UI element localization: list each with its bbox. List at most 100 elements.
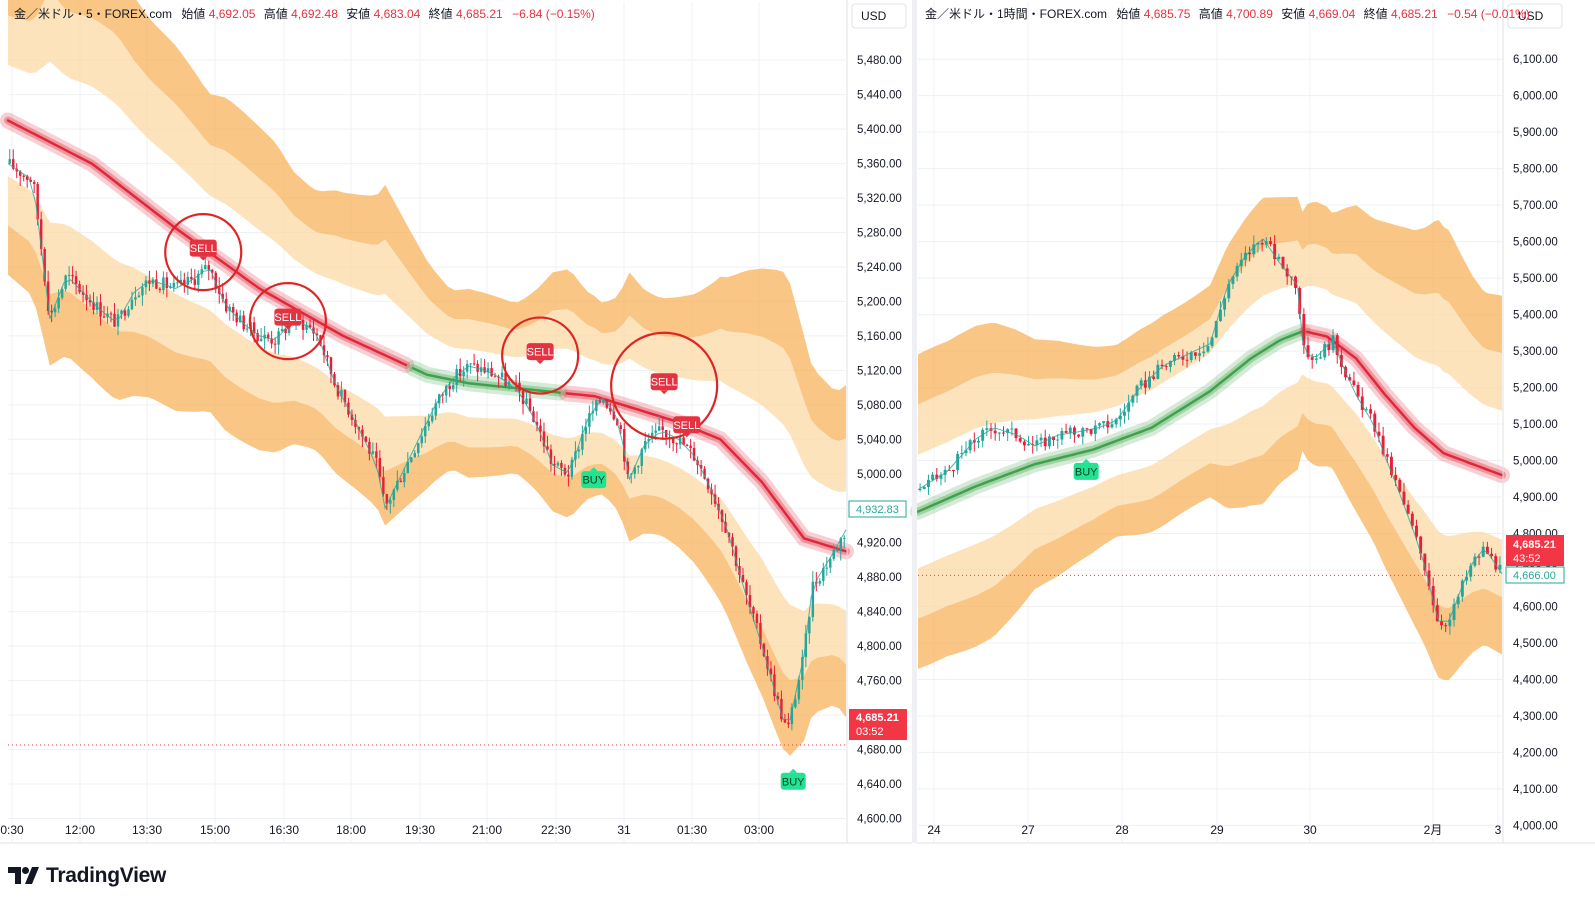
left-signal-buy-label[interactable] (780, 772, 806, 790)
left-candle-body (102, 316, 106, 318)
left-green-price-badge: 4,932.83 (848, 500, 907, 518)
left-candle-body (532, 411, 535, 422)
right-low-label: 安値 (1281, 6, 1305, 21)
tradingview-logo[interactable]: TradingView (8, 861, 166, 891)
right-legend[interactable]: 金／米ドル・1時間・FOREX.com 始値 4,685.75 高値 4,700… (925, 6, 1530, 21)
right-y-tick-label: 5,500.00 (1513, 273, 1558, 285)
left-candle-body (752, 607, 755, 614)
left-candle-body (78, 283, 81, 293)
right-candle-body (1314, 358, 1318, 360)
left-candle-body (542, 431, 546, 447)
left-candle-body (183, 279, 186, 285)
left-candle-body (273, 343, 277, 345)
left-candle-body (53, 308, 57, 313)
left-currency-button[interactable]: USD (851, 3, 907, 29)
left-candle-body (657, 426, 661, 431)
left-y-tick-label: 4,880.00 (857, 572, 902, 584)
right-chart-bands (918, 196, 1502, 681)
left-signal-sell-label[interactable] (526, 343, 554, 361)
right-currency-label: USD (1518, 9, 1544, 23)
right-candle-body (1210, 337, 1214, 346)
right-y-tick-label: 6,100.00 (1513, 54, 1558, 66)
right-candle-body (1377, 431, 1381, 436)
left-candle-body (490, 368, 493, 377)
right-candle-body (1281, 256, 1285, 269)
left-x-tick-label: 15:00 (200, 823, 230, 837)
right-candle-body (1018, 438, 1022, 442)
right-candle-body (918, 489, 922, 491)
left-signal-buy-label[interactable] (581, 471, 607, 489)
left-signal-sell-label[interactable] (650, 373, 678, 391)
left-chart-bands (8, 0, 846, 756)
right-time-axis[interactable]: 24 27 28 29 30 2月 3 (927, 823, 1501, 837)
tradingview-logo-text: TradingView (46, 864, 167, 887)
left-y-tick-label: 5,080.00 (857, 400, 902, 412)
right-candle-body (1135, 385, 1139, 396)
left-candle-body (315, 333, 319, 336)
right-candle-body (964, 450, 968, 454)
left-signal-sell-label[interactable] (274, 308, 302, 326)
left-candle-body (525, 398, 528, 405)
right-candle-body (1431, 586, 1435, 606)
right-candle-body (1114, 419, 1118, 425)
left-signal-sell-label[interactable] (189, 239, 217, 257)
left-candles (7, 149, 847, 746)
left-x-tick-label: 13:30 (132, 823, 162, 837)
left-candle-body (46, 281, 50, 311)
pane-separator[interactable] (912, 0, 917, 843)
left-ma-green-line (411, 366, 561, 394)
right-green-badge-value: 4,666.00 (1513, 570, 1556, 582)
left-candle-body (343, 389, 347, 403)
left-candle-body (556, 462, 560, 466)
right-candle-body (1202, 351, 1206, 354)
left-signal-circle (164, 213, 243, 292)
right-candle-body (1435, 605, 1439, 622)
left-candle-body (811, 581, 815, 618)
left-candle-body (794, 699, 797, 708)
left-signal-sell-label[interactable] (673, 416, 701, 434)
right-candle-body (1260, 242, 1264, 245)
left-candle-body (493, 376, 497, 378)
right-candle-body (1156, 364, 1160, 379)
right-x-tick-label: 27 (1021, 823, 1035, 837)
left-candle-body (130, 299, 134, 310)
right-change-value: −0.54 (−0.01%) (1447, 7, 1530, 21)
left-candle-body (399, 480, 403, 483)
left-y-tick-label: 4,680.00 (857, 745, 902, 757)
left-y-tick-label: 4,800.00 (857, 641, 902, 653)
right-open-label: 始値 (1116, 6, 1140, 21)
left-candle-body (521, 391, 525, 405)
left-candle-body (797, 679, 801, 700)
left-candle-body (577, 449, 581, 452)
right-y-tick-label: 4,100.00 (1513, 784, 1558, 796)
right-candle-body (960, 453, 964, 455)
left-candle-body (396, 480, 399, 490)
left-x-tick-label: 19:30 (405, 823, 435, 837)
right-candle-body (977, 440, 980, 443)
right-y-tick-label: 5,000.00 (1513, 456, 1558, 468)
right-y-tick-label: 5,400.00 (1513, 310, 1558, 322)
right-candle-body (947, 469, 951, 471)
left-x-tick-label: 31 (617, 823, 631, 837)
left-candle-body (204, 265, 207, 270)
left-candle-body (420, 436, 423, 444)
left-candle-body (553, 463, 556, 466)
left-legend[interactable]: 金／米ドル・5・FOREX.com 始値 4,692.05 高値 4,692.4… (14, 6, 595, 21)
left-candle-body (134, 297, 137, 300)
right-candle-body (1218, 309, 1222, 321)
left-candle-body (675, 443, 678, 445)
right-candle-body (1402, 491, 1406, 505)
left-candle-body (50, 310, 53, 313)
left-candle-body (455, 368, 458, 386)
left-candle-body (165, 277, 169, 289)
left-candle-body (256, 333, 259, 342)
right-candle-body (1160, 364, 1164, 367)
left-candle-body (741, 575, 745, 583)
right-currency-button[interactable]: USD (1507, 3, 1563, 29)
left-candle-body (413, 453, 417, 458)
right-countdown: 43:52 (1513, 553, 1541, 565)
left-time-axis[interactable]: 0:30 12:00 13:30 15:00 16:30 18:00 19:30 21:00 2… (0, 823, 774, 837)
right-signal-buy-label[interactable] (1073, 462, 1099, 480)
right-candle-body (1360, 396, 1364, 410)
right-high-label: 高値 (1199, 6, 1223, 21)
